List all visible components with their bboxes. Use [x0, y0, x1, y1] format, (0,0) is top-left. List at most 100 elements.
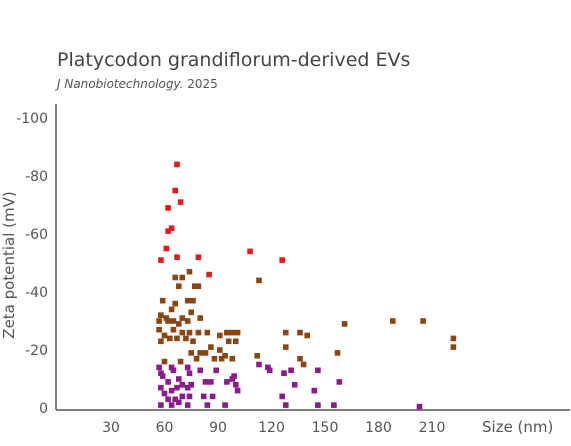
subtitle-year: 2025 — [187, 77, 218, 91]
data-point-mid — [186, 268, 193, 275]
data-point-mid — [188, 350, 194, 356]
data-point-mid — [158, 312, 164, 318]
data-point-low — [331, 402, 337, 408]
data-point-low — [213, 367, 219, 374]
data-point-high — [177, 199, 184, 205]
data-point-low — [168, 387, 175, 394]
data-point-low — [174, 384, 180, 391]
data-point-mid — [170, 318, 177, 324]
data-point-mid — [283, 329, 289, 336]
data-point-mid — [167, 335, 173, 342]
data-point-mid — [229, 329, 236, 336]
data-point-mid — [256, 277, 262, 284]
data-point-high — [163, 245, 170, 252]
data-point-mid — [188, 309, 194, 316]
data-point-mid — [161, 358, 168, 365]
data-point-low — [291, 382, 298, 388]
data-point-mid — [334, 350, 341, 356]
data-point-mid — [177, 358, 184, 365]
x-tick-label: 210 — [419, 420, 446, 436]
x-tick-label: 150 — [312, 420, 339, 436]
data-point-low — [279, 393, 285, 400]
data-point-low — [176, 376, 182, 382]
data-point-mid — [204, 329, 211, 336]
data-point-high — [279, 257, 285, 263]
data-point-mid — [283, 344, 289, 350]
data-point-low — [186, 370, 193, 376]
data-point-low — [229, 376, 236, 382]
data-point-low — [315, 402, 321, 408]
data-points — [156, 161, 457, 410]
data-point-high — [158, 257, 164, 263]
data-point-low — [311, 387, 318, 394]
y-axis-label: Zeta potential (mV) — [0, 191, 18, 338]
data-point-mid — [172, 274, 178, 281]
data-point-low — [179, 393, 186, 400]
data-point-mid — [211, 355, 218, 362]
data-point-high — [206, 271, 212, 278]
data-point-low — [184, 364, 191, 371]
data-point-low — [170, 367, 177, 374]
x-tick-label: 90 — [209, 420, 227, 436]
x-tick-label: 120 — [258, 420, 285, 436]
data-point-mid — [234, 329, 241, 336]
data-point-low — [200, 393, 207, 400]
data-point-mid — [176, 283, 182, 289]
data-point-high — [172, 187, 178, 194]
data-point-mid — [300, 361, 307, 368]
data-point-low — [158, 402, 164, 408]
data-point-mid — [420, 318, 426, 324]
data-point-low — [186, 393, 193, 400]
data-point-mid — [195, 329, 202, 336]
data-point-high — [168, 225, 175, 231]
data-point-mid — [390, 318, 396, 324]
y-tick-label: -100 — [16, 111, 48, 127]
data-point-low — [288, 367, 294, 374]
data-point-low — [184, 384, 191, 391]
data-point-low — [184, 402, 191, 408]
data-point-high — [195, 254, 202, 260]
chart-title: Platycodon grandiflorum-derived EVs — [57, 49, 410, 71]
data-point-low — [233, 382, 239, 388]
data-point-low — [234, 387, 241, 394]
data-point-mid — [229, 355, 236, 362]
chart-subtitle: J Nanobiotechnology. 2025 — [55, 77, 218, 91]
data-point-mid — [202, 350, 209, 356]
data-point-mid — [197, 350, 203, 356]
data-point-mid — [217, 332, 223, 339]
data-point-mid — [179, 315, 186, 321]
data-point-low — [161, 390, 168, 397]
data-point-mid — [159, 297, 166, 304]
data-point-mid — [161, 332, 168, 339]
data-point-low — [281, 370, 287, 376]
x-tick-label: 30 — [102, 420, 120, 436]
data-point-low — [188, 382, 194, 388]
data-point-mid — [217, 347, 223, 353]
data-point-mid — [450, 335, 457, 342]
data-point-mid — [163, 315, 170, 321]
data-point-mid — [297, 329, 303, 336]
data-point-low — [265, 364, 271, 371]
y-tick-label: 0 — [39, 401, 48, 417]
data-point-low — [165, 396, 171, 403]
data-point-mid — [224, 329, 230, 336]
data-point-mid — [190, 338, 196, 345]
y-tick-label: -20 — [25, 343, 48, 359]
data-point-low — [231, 373, 237, 379]
data-point-mid — [156, 326, 162, 333]
data-point-low — [266, 367, 273, 374]
data-point-low — [165, 379, 171, 385]
data-point-low — [202, 379, 209, 385]
data-point-mid — [184, 297, 191, 304]
data-point-mid — [450, 344, 457, 350]
data-point-mid — [233, 338, 239, 345]
data-point-low — [168, 402, 175, 408]
x-tick-label: 180 — [365, 420, 392, 436]
data-point-mid — [341, 321, 348, 327]
y-tick-label: -40 — [25, 285, 48, 301]
data-point-high — [174, 254, 180, 260]
data-point-mid — [179, 329, 186, 336]
data-point-low — [158, 384, 164, 391]
data-point-low — [416, 403, 423, 410]
